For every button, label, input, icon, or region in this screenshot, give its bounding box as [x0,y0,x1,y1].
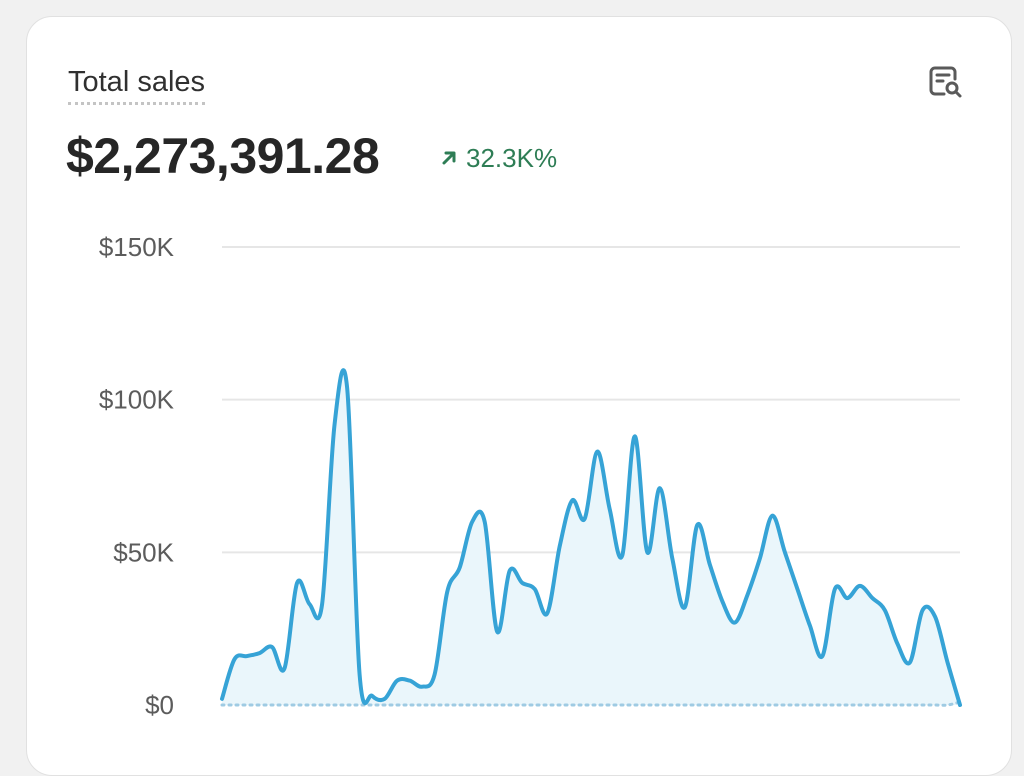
y-tick-label: $0 [145,690,174,720]
report-search-icon [929,66,962,98]
card-title[interactable]: Total sales [68,64,206,105]
y-tick-label: $150K [99,232,175,262]
total-sales-value: $2,273,391.28 [66,128,380,184]
sales-series-line[interactable] [220,368,962,707]
y-tick-label: $100K [99,385,175,415]
change-percentage: 32.3K% [466,142,558,173]
sales-line-chart: $0 $50K $100K $150K [99,232,962,720]
change-indicator: 32.3K% [440,143,557,173]
report-button[interactable] [922,62,968,102]
arrow-up-right-icon [442,151,456,165]
y-tick-label: $50K [113,537,174,567]
sales-area-fill [222,370,960,705]
